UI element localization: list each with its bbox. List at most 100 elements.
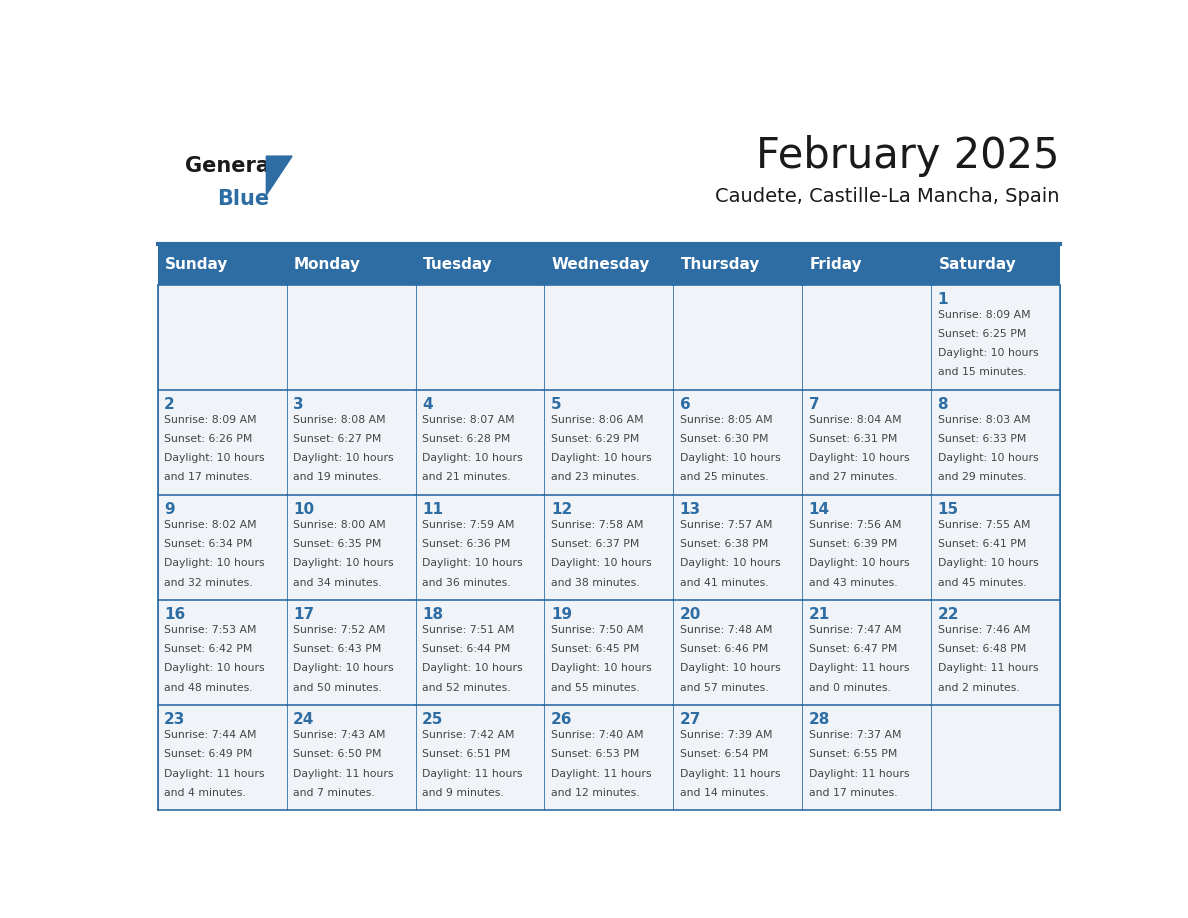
Text: Thursday: Thursday [681,257,760,272]
Text: and 29 minutes.: and 29 minutes. [937,473,1026,483]
Text: and 50 minutes.: and 50 minutes. [293,683,381,692]
Text: Sunrise: 7:59 AM: Sunrise: 7:59 AM [422,521,514,531]
Text: Sunset: 6:39 PM: Sunset: 6:39 PM [809,540,897,549]
Text: Daylight: 10 hours: Daylight: 10 hours [164,453,265,464]
Text: and 45 minutes.: and 45 minutes. [937,577,1026,588]
Text: Sunrise: 7:55 AM: Sunrise: 7:55 AM [937,521,1030,531]
Text: and 14 minutes.: and 14 minutes. [680,788,769,798]
Bar [802,705,931,810]
Text: 18: 18 [422,607,443,621]
Text: 14: 14 [809,502,829,517]
Text: 4: 4 [422,397,432,412]
Text: Sunrise: 8:06 AM: Sunrise: 8:06 AM [551,415,644,425]
Text: Daylight: 10 hours: Daylight: 10 hours [937,558,1038,568]
Text: Sunset: 6:53 PM: Sunset: 6:53 PM [551,749,639,759]
Text: Daylight: 10 hours: Daylight: 10 hours [164,664,265,674]
Text: 16: 16 [164,607,185,621]
Text: Sunset: 6:43 PM: Sunset: 6:43 PM [293,644,381,655]
Text: Daylight: 10 hours: Daylight: 10 hours [680,664,781,674]
Text: and 17 minutes.: and 17 minutes. [164,473,253,483]
Bar [158,285,286,390]
Bar [931,495,1060,599]
Text: Sunrise: 8:02 AM: Sunrise: 8:02 AM [164,521,257,531]
Bar [158,390,286,495]
Bar [802,495,931,599]
Text: Sunrise: 7:58 AM: Sunrise: 7:58 AM [551,521,644,531]
Bar [674,495,802,599]
Text: Sunrise: 8:08 AM: Sunrise: 8:08 AM [293,415,386,425]
Bar [674,599,802,705]
Bar [416,285,544,390]
Text: Sunrise: 7:47 AM: Sunrise: 7:47 AM [809,625,902,635]
Text: Sunset: 6:28 PM: Sunset: 6:28 PM [422,434,511,444]
Text: Sunrise: 7:50 AM: Sunrise: 7:50 AM [551,625,644,635]
Text: and 34 minutes.: and 34 minutes. [293,577,381,588]
Text: Daylight: 11 hours: Daylight: 11 hours [809,768,909,778]
Text: Sunrise: 7:53 AM: Sunrise: 7:53 AM [164,625,257,635]
Text: Daylight: 10 hours: Daylight: 10 hours [680,558,781,568]
Text: Daylight: 10 hours: Daylight: 10 hours [809,558,909,568]
Text: Blue: Blue [217,189,270,209]
Text: and 27 minutes.: and 27 minutes. [809,473,897,483]
Text: General: General [185,156,277,176]
Text: Sunset: 6:51 PM: Sunset: 6:51 PM [422,749,511,759]
Bar [931,285,1060,390]
Text: Sunset: 6:38 PM: Sunset: 6:38 PM [680,540,769,549]
Bar [931,599,1060,705]
Text: and 41 minutes.: and 41 minutes. [680,577,769,588]
Text: Daylight: 11 hours: Daylight: 11 hours [293,768,393,778]
Text: and 4 minutes.: and 4 minutes. [164,788,246,798]
Text: 3: 3 [293,397,304,412]
Text: 27: 27 [680,712,701,727]
Bar [158,599,286,705]
Bar [674,705,802,810]
Text: Sunrise: 7:40 AM: Sunrise: 7:40 AM [551,731,644,740]
Text: 19: 19 [551,607,571,621]
Text: Monday: Monday [293,257,361,272]
Bar [416,599,544,705]
Text: Friday: Friday [809,257,862,272]
Text: and 36 minutes.: and 36 minutes. [422,577,511,588]
Bar [286,495,416,599]
Text: Sunrise: 7:44 AM: Sunrise: 7:44 AM [164,731,257,740]
Text: and 12 minutes.: and 12 minutes. [551,788,639,798]
Bar [674,285,802,390]
Bar [544,285,674,390]
Text: and 7 minutes.: and 7 minutes. [293,788,374,798]
Text: Daylight: 10 hours: Daylight: 10 hours [164,558,265,568]
Text: 22: 22 [937,607,959,621]
Text: 23: 23 [164,712,185,727]
Text: Sunset: 6:29 PM: Sunset: 6:29 PM [551,434,639,444]
Text: Daylight: 11 hours: Daylight: 11 hours [809,664,909,674]
Text: 10: 10 [293,502,314,517]
Text: Tuesday: Tuesday [423,257,493,272]
Text: 28: 28 [809,712,830,727]
Text: Daylight: 10 hours: Daylight: 10 hours [551,664,651,674]
Text: Sunset: 6:48 PM: Sunset: 6:48 PM [937,644,1026,655]
Text: Sunset: 6:34 PM: Sunset: 6:34 PM [164,540,253,549]
Text: Sunrise: 7:56 AM: Sunrise: 7:56 AM [809,521,902,531]
Bar [158,705,286,810]
Text: and 23 minutes.: and 23 minutes. [551,473,639,483]
Text: Daylight: 11 hours: Daylight: 11 hours [551,768,651,778]
Text: Daylight: 10 hours: Daylight: 10 hours [422,558,523,568]
Bar [802,285,931,390]
Text: Daylight: 11 hours: Daylight: 11 hours [164,768,265,778]
Bar [931,390,1060,495]
Bar [286,390,416,495]
Text: and 17 minutes.: and 17 minutes. [809,788,897,798]
Bar [802,599,931,705]
Text: 5: 5 [551,397,562,412]
Text: and 38 minutes.: and 38 minutes. [551,577,639,588]
Bar [416,495,544,599]
Bar [158,495,286,599]
Text: 15: 15 [937,502,959,517]
Text: Sunrise: 8:05 AM: Sunrise: 8:05 AM [680,415,772,425]
Bar [286,285,416,390]
Text: Daylight: 10 hours: Daylight: 10 hours [937,453,1038,464]
Text: Sunrise: 7:39 AM: Sunrise: 7:39 AM [680,731,772,740]
Bar [674,390,802,495]
Text: Sunrise: 8:07 AM: Sunrise: 8:07 AM [422,415,514,425]
Text: and 57 minutes.: and 57 minutes. [680,683,769,692]
Text: 25: 25 [422,712,443,727]
